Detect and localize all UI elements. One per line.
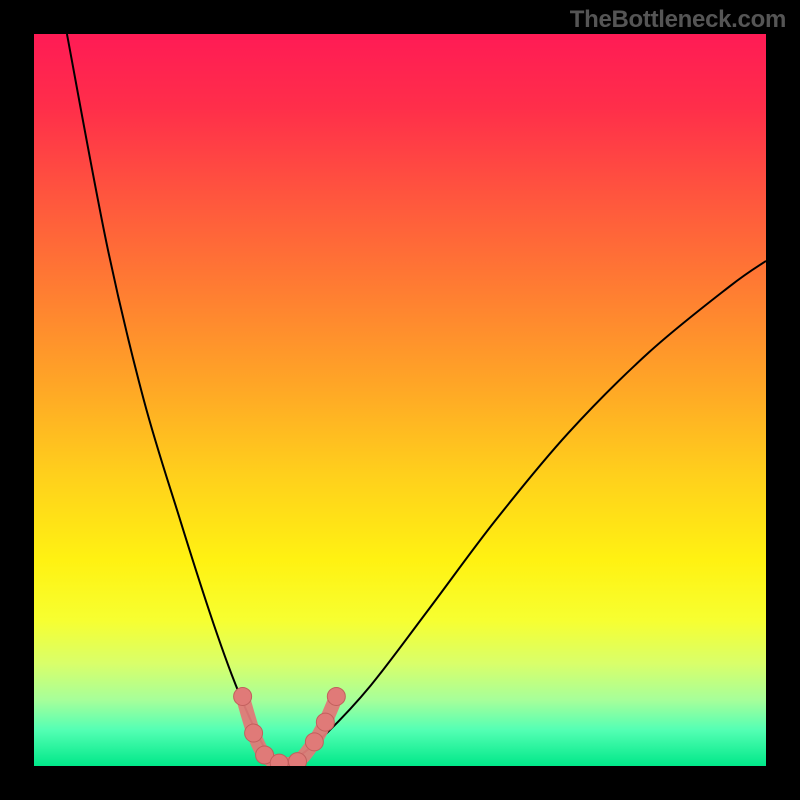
chart-plot-area (34, 34, 766, 766)
data-marker (305, 733, 323, 751)
bottleneck-chart-svg (34, 34, 766, 766)
data-marker (234, 687, 252, 705)
data-marker (289, 753, 307, 766)
data-marker (245, 724, 263, 742)
watermark-text: TheBottleneck.com (570, 6, 786, 34)
data-marker (327, 687, 345, 705)
data-marker (316, 713, 334, 731)
